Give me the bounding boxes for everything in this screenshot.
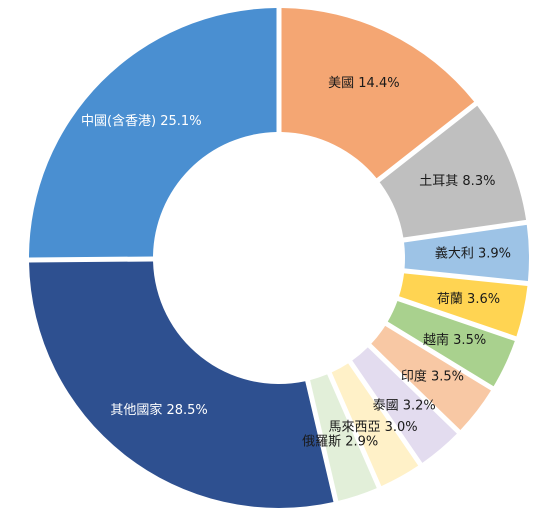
slice-label: 俄羅斯 2.9% [302, 435, 378, 450]
slices-layer [29, 8, 529, 508]
donut-slice [281, 8, 475, 179]
donut-slice [399, 273, 528, 337]
slice-label: 越南 3.5% [423, 332, 486, 348]
donut-slice [331, 363, 419, 487]
donut-slice [29, 261, 334, 508]
slice-label: 印度 3.5% [401, 368, 464, 384]
donut-slice [387, 301, 515, 387]
donut-slice [310, 374, 377, 501]
donut-slice [29, 8, 277, 258]
slice-label: 其他國家 28.5% [110, 402, 207, 418]
donut-slice [371, 325, 491, 431]
slice-label: 義大利 3.9% [435, 246, 511, 262]
donut-slice [404, 224, 529, 282]
slice-label: 美國 14.4% [328, 76, 399, 91]
slice-label: 馬來西亞 3.0% [328, 420, 417, 435]
slice-label: 中國(含香港) 25.1% [81, 113, 202, 129]
slice-label: 荷蘭 3.6% [437, 291, 500, 307]
slice-label: 泰國 3.2% [373, 399, 436, 414]
donut-slice [352, 347, 457, 463]
slice-label: 土耳其 8.3% [419, 174, 495, 189]
labels-layer: 美國 14.4% 土耳其 8.3% 義大利 3.9% 荷蘭 3.6% 越南 3.5% 印度… [81, 76, 511, 450]
donut-slice [379, 105, 527, 238]
